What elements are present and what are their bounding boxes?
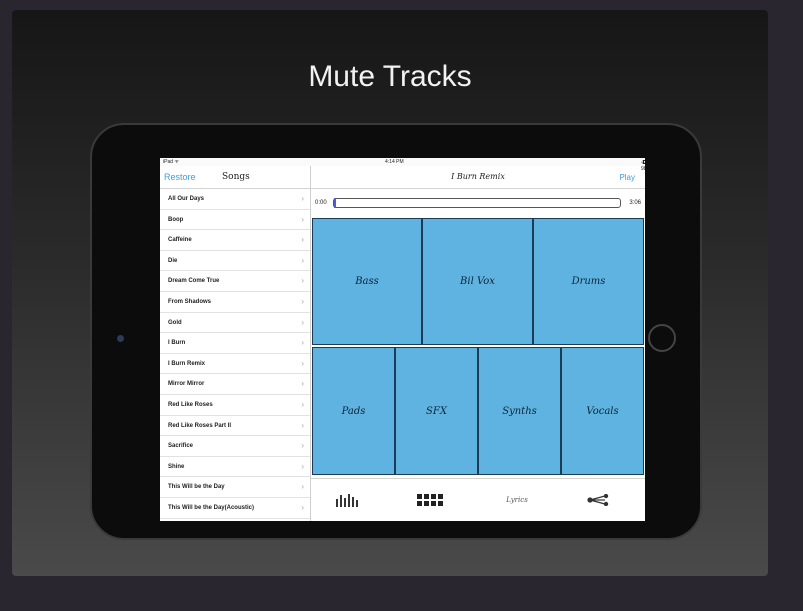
song-list-item[interactable]: Red Like Roses › [160,395,310,416]
song-list-item[interactable]: Red Like Roses Part II › [160,416,310,437]
sidebar-header: Restore Songs [160,166,310,189]
song-list-item[interactable]: All Our Days › [160,189,310,210]
promo-panel: Mute Tracks iPad ᯤ 4:14 PM ✈ 98% Restore… [12,10,768,576]
song-label: Red Like Roses [168,401,213,408]
songs-title: Songs [222,172,250,182]
main-header: I Burn Remix Play [311,166,645,189]
chevron-right-icon: › [301,379,304,389]
time-elapsed: 0:00 [315,200,327,206]
song-label: I Burn [168,340,186,347]
song-list-item[interactable]: I Burn Remix › [160,354,310,375]
chevron-right-icon: › [301,235,304,245]
song-label: All Our Days [168,196,205,202]
song-label: This Will be the Day(Acoustic) [168,504,254,511]
grid-view-button[interactable] [415,491,445,509]
pad-bil-vox[interactable]: Bil Vox [422,218,533,345]
camera-dot [117,335,124,342]
chevron-right-icon: › [301,461,304,471]
track-title: I Burn Remix [451,172,505,181]
chevron-right-icon: › [301,194,304,203]
song-list-item[interactable]: Mirror Mirror › [160,374,310,395]
chevron-right-icon: › [301,255,304,265]
app-screen: iPad ᯤ 4:14 PM ✈ 98% Restore Songs All O… [160,158,645,521]
song-list-item[interactable]: Dream Come True › [160,271,310,292]
mixer-icon [336,494,358,507]
restore-button[interactable]: Restore [164,172,196,182]
pad-sfx[interactable]: SFX [395,347,478,475]
chevron-right-icon: › [301,482,304,492]
ipad-frame: iPad ᯤ 4:14 PM ✈ 98% Restore Songs All O… [90,123,702,540]
song-label: From Shadows [168,298,212,305]
progress-slider[interactable] [333,198,621,208]
song-label: I Burn Remix [168,360,206,367]
progress-thumb[interactable] [334,198,336,208]
song-label: Die [168,257,178,264]
main-pane: I Burn Remix Play 0:00 3:06 Bass Bil Vox… [311,166,645,521]
songs-sidebar: Restore Songs All Our Days › Boop › Caffeine… [160,166,311,521]
pad-bass[interactable]: Bass [312,218,422,345]
song-list-item[interactable]: This Will be the Day › [160,477,310,498]
chevron-right-icon: › [301,317,304,327]
status-bar: iPad ᯤ 4:14 PM ✈ 98% [160,158,645,172]
chevron-right-icon: › [301,399,304,409]
status-time: 4:14 PM [385,159,404,165]
pad-pads[interactable]: Pads [312,347,395,475]
play-button[interactable]: Play [619,173,635,182]
lyrics-button[interactable]: Lyrics [497,491,537,509]
song-label: Red Like Roses Part II [168,422,232,429]
song-label: This Will be the Day [168,484,225,491]
chevron-right-icon: › [301,296,304,306]
pad-drums[interactable]: Drums [533,218,644,345]
song-list-item[interactable]: Die › [160,251,310,272]
chevron-right-icon: › [301,276,304,286]
home-button[interactable] [648,324,676,352]
headline: Mute Tracks [308,60,472,93]
song-list: All Our Days › Boop › Caffeine › Die › Dream Com… [160,189,310,519]
song-list-item[interactable]: This Will be the Day(Acoustic) › [160,498,310,519]
pad-vocals[interactable]: Vocals [561,347,644,475]
song-label: Boop [168,216,184,223]
share-button[interactable] [583,491,613,509]
song-list-item[interactable]: Gold › [160,313,310,334]
track-pad-grid: Bass Bil Vox Drums Pads SFX Synths Vocal… [311,218,645,476]
lyrics-label: Lyrics [506,496,528,504]
chevron-right-icon: › [301,214,304,224]
status-carrier: iPad ᯤ [163,159,179,165]
battery-icon [643,160,645,164]
song-label: Caffeine [168,237,192,244]
song-label: Gold [168,319,182,326]
song-list-item[interactable]: Shine › [160,457,310,478]
song-label: Sacrifice [168,443,194,450]
song-list-item[interactable]: Boop › [160,210,310,231]
chevron-right-icon: › [301,502,304,512]
song-label: Dream Come True [168,278,220,285]
chevron-right-icon: › [301,338,304,348]
chevron-right-icon: › [301,441,304,451]
song-label: Mirror Mirror [168,381,205,388]
grid-icon [417,494,443,506]
song-list-item[interactable]: Sacrifice › [160,436,310,457]
song-list-item[interactable]: From Shadows › [160,292,310,313]
song-label: Shine [168,463,185,470]
chevron-right-icon: › [301,358,304,368]
mixer-button[interactable] [333,491,363,509]
pad-synths[interactable]: Synths [478,347,561,475]
time-total: 3:06 [629,200,641,206]
chevron-right-icon: › [301,420,304,430]
song-list-item[interactable]: I Burn › [160,333,310,354]
share-icon [587,494,609,506]
song-list-item[interactable]: Caffeine › [160,230,310,251]
progress-row: 0:00 3:06 [311,189,645,217]
bottom-toolbar: Lyrics [311,478,645,521]
